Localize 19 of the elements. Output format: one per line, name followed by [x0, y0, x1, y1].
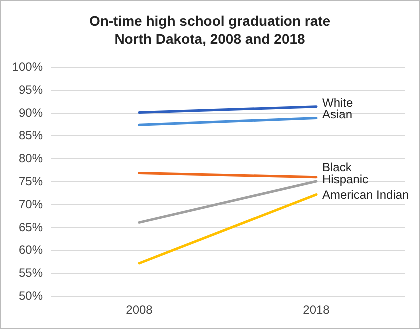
y-tick-label: 85%	[18, 128, 44, 143]
series-label: Hispanic	[322, 172, 369, 186]
y-tick-label: 50%	[18, 289, 44, 303]
y-tick-label: 75%	[18, 174, 44, 188]
x-tick-label: 2018	[303, 303, 330, 317]
x-tick-label: 2008	[126, 303, 154, 317]
series-label: American Indian	[322, 188, 410, 202]
series-label: Black	[322, 160, 353, 174]
y-tick-label: 100%	[12, 60, 44, 74]
y-tick-label: 95%	[18, 82, 44, 97]
y-tick-label: 90%	[18, 106, 44, 120]
y-tick-label: 80%	[18, 152, 44, 166]
chart-title: On-time high school graduation rate North Dakota, 2008 and 2018	[89, 13, 331, 47]
y-tick-label: 60%	[18, 243, 44, 258]
y-tick-label: 70%	[18, 197, 44, 212]
y-tick-label: 55%	[18, 266, 44, 280]
y-tick-label: 65%	[18, 220, 44, 234]
series-label: Asian	[322, 107, 353, 122]
series-label: White	[322, 96, 354, 110]
